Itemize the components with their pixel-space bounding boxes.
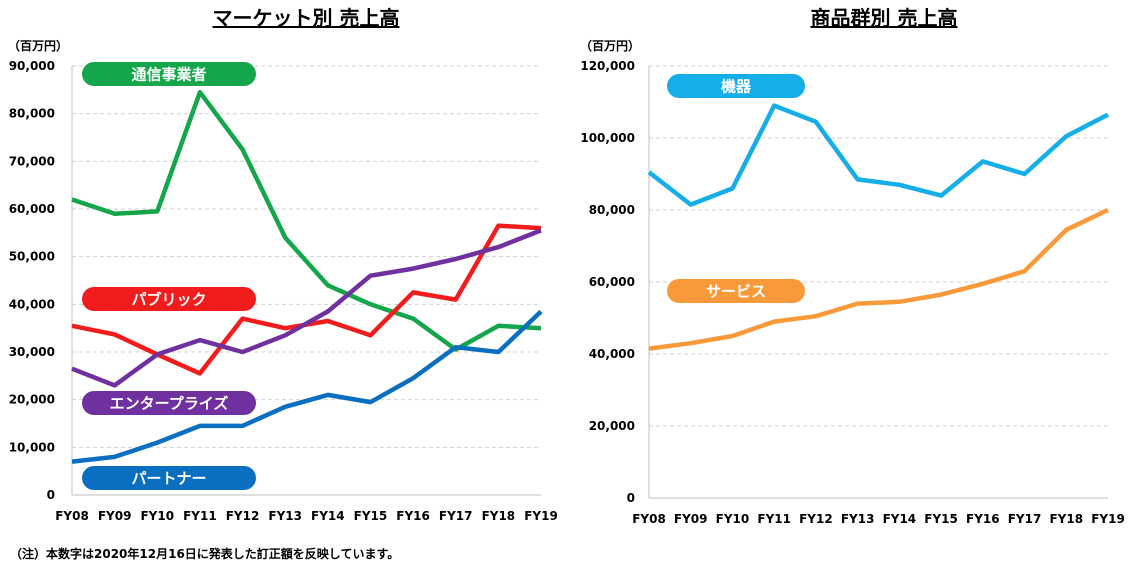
- legend-badge: [82, 391, 256, 415]
- x-tick-label: FY08: [55, 509, 89, 523]
- legend-label: 通信事業者: [131, 66, 206, 84]
- x-tick-label: FY11: [183, 509, 217, 523]
- y-tick-label: 100,000: [580, 131, 635, 145]
- legend-label: エンタープライズ: [110, 395, 229, 413]
- x-tick-label: FY19: [1091, 512, 1125, 526]
- y-tick-label: 120,000: [580, 59, 635, 73]
- x-tick-label: FY14: [883, 512, 917, 526]
- x-tick-label: FY16: [966, 512, 1000, 526]
- x-tick-label: FY14: [311, 509, 345, 523]
- y-tick-label: 20,000: [9, 393, 55, 407]
- x-tick-label: FY09: [674, 512, 708, 526]
- chart-2: 商品群別 売上高 （百万円） 0 20,000 40,000 60,000 80,000 10…: [580, 6, 1125, 526]
- x-tick-label: FY11: [757, 512, 791, 526]
- legend-badge: [82, 287, 256, 311]
- series-line: [71, 89, 542, 352]
- legend-label: 機器: [721, 78, 752, 96]
- y-tick-label: 40,000: [9, 297, 55, 311]
- legend-label: パートナー: [131, 470, 206, 488]
- x-tick-label: FY13: [268, 509, 302, 523]
- x-tick-label: FY15: [924, 512, 958, 526]
- y-tick-label: 90,000: [9, 59, 55, 73]
- y-tick-label: 20,000: [589, 419, 635, 433]
- x-tick-label: FY12: [799, 512, 833, 526]
- y-tick-label: 80,000: [589, 203, 635, 217]
- y-tick-label: 60,000: [589, 275, 635, 289]
- legend-badge: [82, 62, 256, 86]
- y-tick-label: 10,000: [9, 440, 55, 454]
- legend-label: パブリック: [131, 291, 206, 309]
- y-unit-label: （百万円）: [8, 38, 68, 53]
- x-tick-label: FY13: [841, 512, 875, 526]
- legend-badge: [667, 74, 805, 98]
- chart-title: マーケット別 売上高: [213, 6, 400, 30]
- series-line: [648, 207, 1109, 351]
- y-tick-label: 70,000: [9, 154, 55, 168]
- x-tick-label: FY17: [439, 509, 473, 523]
- y-unit-label: （百万円）: [580, 38, 640, 53]
- x-tick-label: FY15: [354, 509, 388, 523]
- legend-badge: [667, 279, 805, 303]
- chart-1: マーケット別 売上高 （百万円） 0 10,000 20,000 30,000 40,000…: [8, 6, 558, 523]
- x-tick-label: FY08: [632, 512, 666, 526]
- x-tick-label: FY09: [98, 509, 132, 523]
- legend-badge: [82, 466, 256, 490]
- x-tick-label: FY18: [482, 509, 516, 523]
- y-tick-label: 30,000: [9, 345, 55, 359]
- y-tick-label: 50,000: [9, 250, 55, 264]
- x-tick-label: FY10: [716, 512, 750, 526]
- chart-title: 商品群別 売上高: [811, 6, 958, 30]
- y-tick-label: 80,000: [9, 107, 55, 121]
- series-line: [647, 103, 1110, 207]
- x-tick-label: FY19: [524, 509, 558, 523]
- x-tick-label: FY10: [140, 509, 174, 523]
- footnote: （注）本数字は2020年12月16日に発表した訂正額を反映しています。: [10, 547, 400, 561]
- y-tick-label: 0: [47, 488, 55, 502]
- x-tick-label: FY16: [396, 509, 430, 523]
- x-tick-label: FY18: [1049, 512, 1083, 526]
- series-line: [71, 228, 542, 388]
- x-tick-label: FY12: [226, 509, 260, 523]
- y-tick-label: 40,000: [589, 347, 635, 361]
- legend-label: サービス: [706, 283, 766, 301]
- series-line: [71, 309, 543, 464]
- y-tick-label: 0: [627, 491, 635, 505]
- x-tick-label: FY17: [1008, 512, 1042, 526]
- y-tick-label: 60,000: [9, 202, 55, 216]
